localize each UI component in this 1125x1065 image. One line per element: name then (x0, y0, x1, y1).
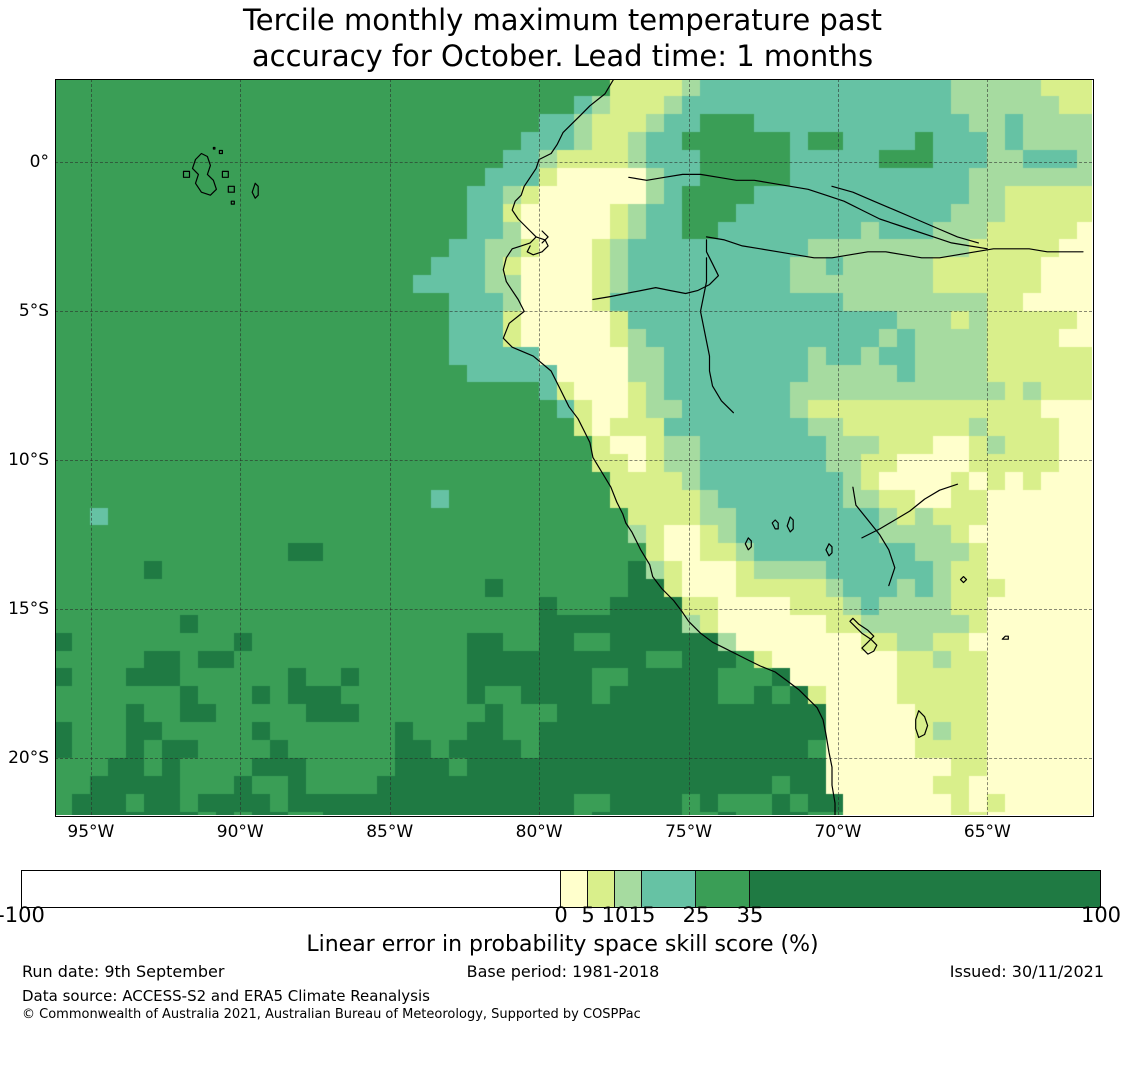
map-plot-area[interactable] (55, 79, 1092, 815)
coastline-path (251, 182, 259, 199)
coastline-path (502, 79, 836, 815)
gridline-vertical (389, 79, 391, 815)
coastline-path (628, 173, 989, 250)
run-date: Run date: 9th September (22, 962, 225, 981)
gridline-horizontal (55, 609, 1092, 611)
gridline-vertical (837, 79, 839, 815)
coastline-path (541, 230, 549, 244)
colorbar-segment (695, 871, 750, 907)
coastline-path (831, 185, 980, 244)
coastline-path (592, 239, 720, 301)
colorbar-tick-label: 100 (1080, 903, 1122, 927)
coastline-path (218, 149, 223, 155)
coastline-path (230, 200, 235, 205)
skill-score-heatmap (55, 79, 1092, 815)
data-source: Data source: ACCESS-S2 and ERA5 Climate … (22, 987, 430, 1005)
footer-meta-row: Run date: 9th September Base period: 198… (22, 962, 1104, 984)
colorbar-tick-label: 25 (682, 903, 710, 927)
coastline-path (182, 170, 191, 178)
colorbar-tick-label: 10 (601, 903, 629, 927)
coastline-path (849, 617, 878, 655)
gridline-vertical (539, 79, 541, 815)
colorbar-segment (749, 871, 1100, 907)
coastline-path (771, 519, 779, 530)
gridline-horizontal (55, 460, 1092, 462)
y-tick-label: 20°S (8, 748, 49, 769)
base-period: Base period: 1981-2018 (466, 962, 660, 981)
colorbar-segment (641, 871, 696, 907)
gridline-horizontal (55, 162, 1092, 164)
coastline-path (699, 257, 735, 414)
coastline-path (1001, 635, 1009, 640)
coastline-path (915, 710, 929, 739)
x-tick-label: 80°W (515, 822, 563, 842)
y-tick-label: 15°S (8, 599, 49, 620)
title-line-2: accuracy for October. Lead time: 1 month… (251, 39, 874, 73)
gridline-horizontal (55, 758, 1092, 760)
gridline-vertical (90, 79, 92, 815)
colorbar-label: Linear error in probability space skill … (306, 932, 819, 957)
y-tick-label: 0° (29, 152, 49, 173)
coastline-path (227, 185, 235, 193)
x-tick-label: 95°W (67, 822, 115, 842)
gridline-vertical (688, 79, 690, 815)
gridline-vertical (987, 79, 989, 815)
coastline-path (861, 483, 959, 539)
gridline-vertical (240, 79, 242, 815)
colorbar-segment (587, 871, 615, 907)
coastline-path (212, 146, 216, 150)
issued-date: Issued: 30/11/2021 (949, 962, 1104, 981)
coastline-path (221, 170, 229, 178)
colorbar-segment (614, 871, 642, 907)
coastline-path (959, 576, 968, 584)
x-tick-label: 75°W (665, 822, 713, 842)
colorbar-tick-label: 0 (554, 903, 568, 927)
colorbar[interactable] (21, 870, 1101, 908)
copyright-notice: © Commonwealth of Australia 2021, Austra… (22, 1007, 641, 1022)
page-title: Tercile monthly maximum temperature past… (0, 2, 1125, 74)
coastline-path (191, 152, 217, 196)
x-tick-label: 65°W (963, 822, 1011, 842)
x-tick-label: 90°W (216, 822, 264, 842)
colorbar-tick-label: -100 (0, 903, 45, 927)
colorbar-tick-label: 15 (628, 903, 656, 927)
colorbar-tick-label: 5 (581, 903, 595, 927)
coastline-path (705, 236, 1084, 259)
colorbar-tick-label: 35 (736, 903, 764, 927)
colorbar-segment (561, 871, 588, 907)
coastline-path (825, 543, 833, 557)
x-tick-label: 85°W (366, 822, 414, 842)
coastline-path (786, 516, 794, 533)
coastline-path (744, 537, 752, 551)
y-tick-label: 5°S (18, 301, 49, 322)
title-line-1: Tercile monthly maximum temperature past (242, 3, 883, 37)
gridline-horizontal (55, 311, 1092, 313)
y-tick-label: 10°S (8, 450, 49, 471)
colorbar-segment (22, 871, 561, 907)
coastline-overlay (182, 79, 1084, 815)
x-tick-label: 70°W (814, 822, 862, 842)
coastline-path (852, 486, 896, 587)
